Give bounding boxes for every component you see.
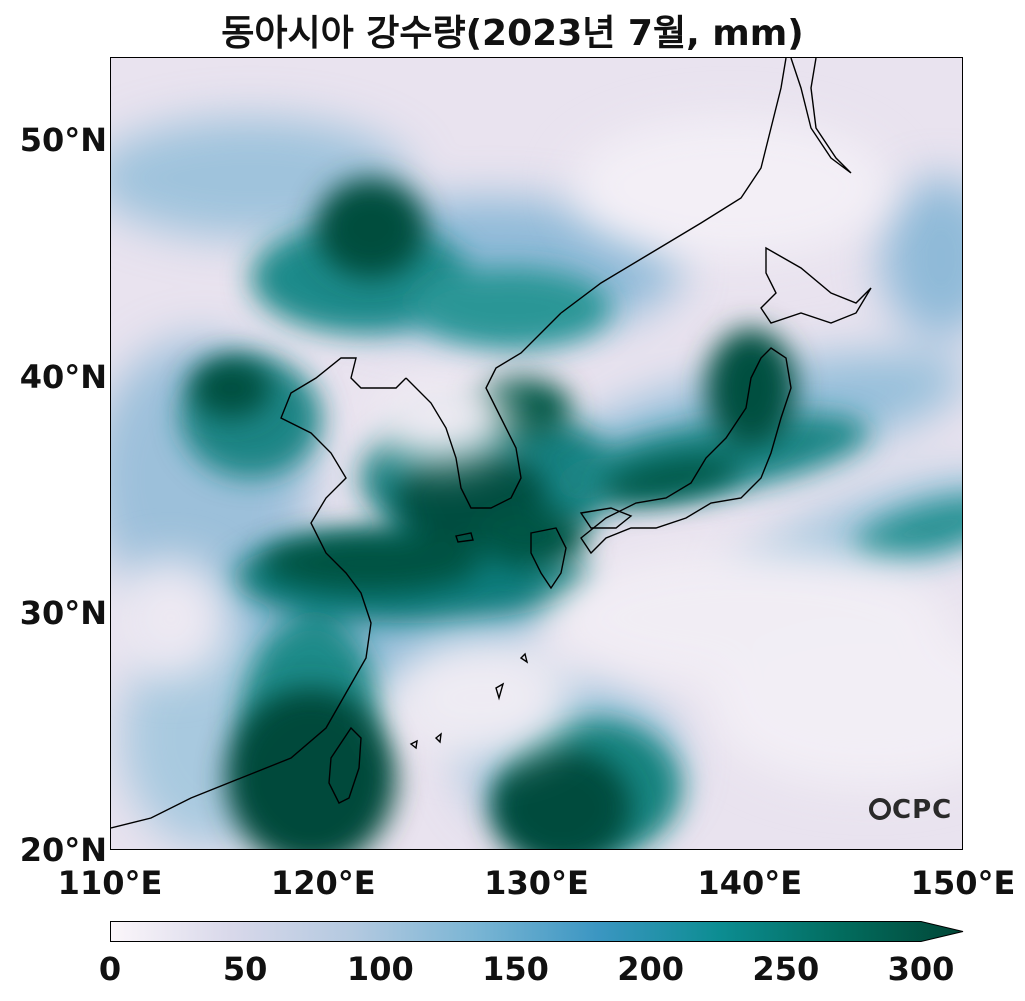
cpc-logo-text: CPC: [892, 795, 953, 825]
jeju-coastline: [455, 532, 474, 543]
colorbar-tick-label: 100: [346, 950, 414, 988]
kyushu-coastline: [530, 527, 567, 590]
china-coastline: [111, 357, 407, 829]
lon-tick-label: 110°E: [57, 864, 163, 902]
colorbar-gradient: [110, 921, 964, 942]
cpc-logo-icon: [869, 798, 891, 820]
lat-tick-label: 40°N: [19, 357, 107, 396]
ryukyu-coastline: [409, 652, 529, 750]
map-title: 동아시아 강수량(2023년 7월, mm): [221, 13, 804, 54]
shikoku-coastline: [579, 507, 633, 529]
colorbar-tick-label: 150: [482, 950, 549, 988]
precip-heavy-layer: [191, 178, 796, 849]
colorbar-tick-label: 250: [752, 950, 820, 988]
precipitation-map: CPC: [110, 57, 963, 850]
colorbar: [110, 921, 964, 942]
map-canvas: [111, 58, 962, 849]
lat-tick-label: 50°N: [19, 120, 107, 159]
korea-coastline: [405, 312, 562, 509]
colorbar-tick-label: 0: [98, 950, 122, 988]
coastlines: [111, 58, 872, 829]
lat-tick-label: 30°N: [19, 594, 107, 633]
lat-tick-label: 20°N: [19, 831, 107, 869]
russia-coastline: [560, 58, 787, 314]
lon-tick-label: 150°E: [910, 864, 1016, 902]
lon-tick-label: 120°E: [270, 864, 376, 902]
hokkaido-coastline: [760, 246, 872, 324]
lon-tick-label: 130°E: [484, 864, 589, 902]
precip-dry-layer: [111, 118, 962, 788]
sakhalin-coastline: [790, 58, 852, 174]
cpc-logo: CPC: [869, 795, 952, 825]
honshu-coastline: [580, 347, 792, 555]
lon-tick-label: 140°E: [697, 864, 803, 902]
colorbar-tick-label: 50: [222, 950, 268, 988]
colorbar-tick-label: 300: [887, 950, 955, 988]
colorbar-tick-label: 200: [617, 950, 685, 988]
taiwan-coastline: [328, 726, 362, 804]
